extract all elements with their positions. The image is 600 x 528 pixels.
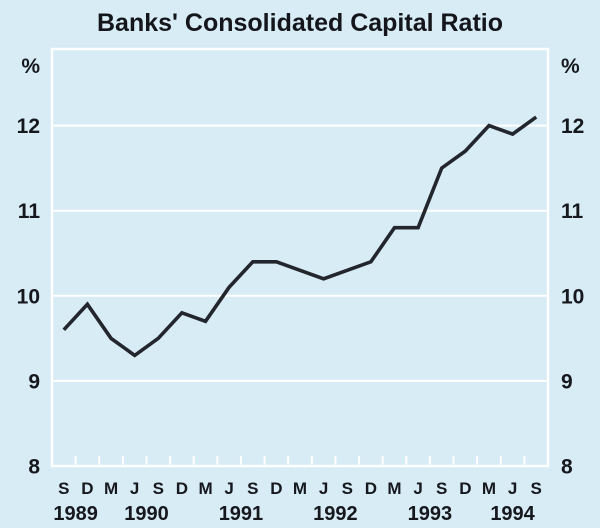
x-tick-label-15: J [413, 479, 422, 498]
x-tick-label-3: J [130, 479, 139, 498]
x-tick-label-6: M [198, 479, 212, 498]
y-tick-label-right-10: 10 [561, 285, 584, 308]
year-label-1992: 1992 [313, 503, 358, 525]
x-tick-label-14: M [387, 479, 401, 498]
year-label-1993: 1993 [408, 503, 453, 525]
y-tick-label-left-12: 12 [17, 115, 40, 138]
year-label-1994: 1994 [490, 503, 535, 525]
x-tick-label-16: S [436, 479, 447, 498]
x-tick-label-11: J [319, 479, 328, 498]
y-tick-label-right-12: 12 [561, 115, 584, 138]
year-label-1989: 1989 [53, 503, 98, 525]
year-label-1990: 1990 [124, 503, 169, 525]
x-tick-label-1: D [81, 479, 93, 498]
y-tick-label-left-11: 11 [18, 200, 41, 223]
x-tick-label-12: S [342, 479, 353, 498]
x-tick-label-4: S [153, 479, 164, 498]
x-tick-label-13: D [365, 479, 377, 498]
x-tick-label-2: M [104, 479, 118, 498]
x-tick-label-19: J [508, 479, 517, 498]
capital-ratio-line [62, 115, 538, 358]
x-tick-label-9: D [270, 479, 282, 498]
x-tick-label-10: M [293, 479, 307, 498]
x-tick-label-5: D [176, 479, 188, 498]
x-tick-label-20: S [531, 479, 542, 498]
year-label-1991: 1991 [219, 503, 264, 525]
y-tick-label-left-9: 9 [28, 370, 40, 393]
x-tick-label-0: S [58, 479, 69, 498]
y-tick-label-left-8: 8 [28, 456, 40, 479]
y-tick-label-left-10: 10 [17, 285, 40, 308]
x-tick-label-8: S [247, 479, 258, 498]
y-tick-label-right-11: 11 [561, 200, 584, 223]
plot-border [50, 47, 550, 468]
y-axis-unit-right: % [561, 55, 580, 78]
x-tick-label-17: D [459, 479, 471, 498]
y-axis-unit-left: % [21, 55, 40, 78]
y-tick-label-right-8: 8 [561, 456, 573, 479]
x-tick-label-7: J [224, 479, 233, 498]
chart-title: Banks' Consolidated Capital Ratio [96, 9, 503, 37]
x-tick-label-18: M [482, 479, 496, 498]
y-tick-label-right-9: 9 [561, 370, 573, 393]
